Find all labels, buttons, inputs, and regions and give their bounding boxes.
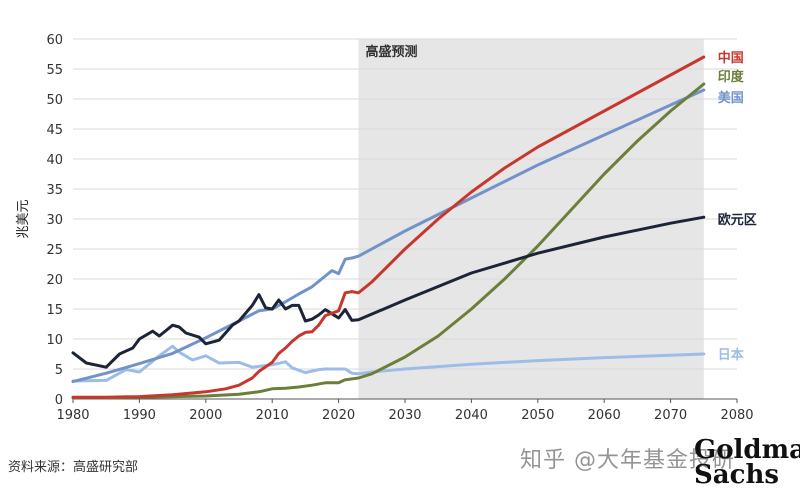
- logo-line-2: Sachs: [694, 460, 779, 490]
- series-line-印度: [71, 82, 706, 400]
- x-tick-label: 2030: [388, 408, 421, 423]
- y-tick-label: 50: [46, 93, 63, 108]
- y-tick-label: 30: [46, 213, 63, 228]
- y-tick-label: 20: [46, 273, 63, 288]
- x-tick-label: 2060: [588, 408, 621, 423]
- forecast-label: 高盛预测: [366, 44, 418, 60]
- x-tick-labels: 1980 1990 2000 2010 2020 2030 2040 2050 2060 2070…: [56, 399, 754, 423]
- x-tick-label: 1980: [56, 408, 89, 423]
- y-tick-label: 35: [46, 183, 63, 198]
- x-tick-label: 2080: [720, 408, 753, 423]
- series-label-中国: 中国: [718, 50, 744, 66]
- x-tick-label: 2000: [189, 408, 222, 423]
- x-tick-label: 2050: [521, 408, 554, 423]
- x-tick-label: 2020: [322, 408, 355, 423]
- series-label-日本: 日本: [718, 347, 744, 363]
- watermark: 知乎 @大年基金投研: [520, 448, 735, 473]
- y-tick-label: 40: [46, 153, 63, 168]
- series-line-中国: [71, 55, 706, 399]
- y-tick-label: 55: [46, 63, 63, 78]
- y-tick-labels: 0 5 10 15 20 25 30 35 40 45 50 55 60: [46, 33, 63, 408]
- x-tick-label: 2010: [256, 408, 289, 423]
- goldman-sachs-logo: Goldman Sachs: [694, 435, 800, 490]
- series-label-欧元区: 欧元区: [718, 212, 757, 228]
- x-tick-label: 1990: [123, 408, 156, 423]
- series-label-印度: 印度: [718, 69, 745, 85]
- series-line-欧元区: [71, 215, 706, 369]
- x-tick-label: 2070: [654, 408, 687, 423]
- y-tick-label: 5: [55, 363, 63, 378]
- source-note: 资料来源：高盛研究部: [8, 460, 139, 475]
- y-tick-label: 25: [46, 243, 63, 258]
- y-tick-label: 45: [46, 123, 63, 138]
- y-tick-label: 60: [46, 33, 63, 48]
- series-line-美国: [71, 88, 706, 384]
- x-tick-label: 2040: [455, 408, 488, 423]
- series-line-日本: [71, 344, 706, 383]
- y-tick-label: 0: [55, 393, 63, 408]
- series-label-美国: 美国: [718, 90, 744, 106]
- logo-line-1: Goldman: [694, 435, 800, 465]
- y-axis-label: 兆美元: [16, 199, 31, 238]
- y-tick-label: 10: [46, 333, 63, 348]
- y-tick-label: 15: [46, 303, 63, 318]
- series-lines: [71, 55, 706, 400]
